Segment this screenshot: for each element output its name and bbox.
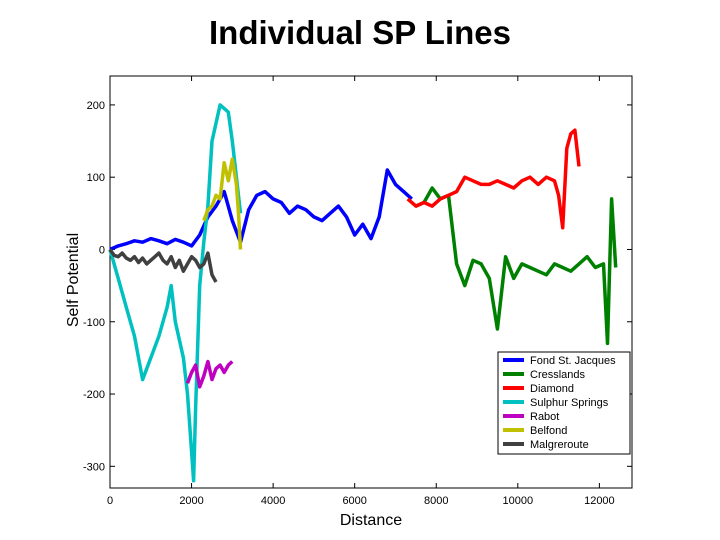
series-line-sulphur-springs xyxy=(108,103,243,483)
x-tick-label: 0 xyxy=(107,495,113,507)
y-tick-label: -300 xyxy=(83,461,105,473)
x-tick-label: 6000 xyxy=(342,495,366,507)
y-axis-label: Self Potential xyxy=(65,233,82,327)
series-line-malgreroute xyxy=(108,248,218,283)
x-axis-label: Distance xyxy=(340,512,402,529)
series-layer xyxy=(108,103,618,483)
y-tick-label: -100 xyxy=(83,317,105,329)
legend-label: Belfond xyxy=(530,425,567,437)
series-line-diamond xyxy=(406,128,581,230)
axis-ticks: 0 2000 4000 6000 8000 10000 12000 200 100 0 -100 -2… xyxy=(83,76,632,507)
y-tick-label: 0 xyxy=(99,244,105,256)
x-tick-label: 8000 xyxy=(424,495,448,507)
legend-label: Fond St. Jacques xyxy=(530,355,616,367)
x-tick-label: 2000 xyxy=(179,495,203,507)
legend-label: Malgreroute xyxy=(530,439,589,451)
series-line-rabot xyxy=(185,359,234,389)
legend-label: Diamond xyxy=(530,383,574,395)
legend-label: Rabot xyxy=(530,411,559,423)
legend: Fond St. Jacques Cresslands Diamond Sulphur… xyxy=(497,351,631,455)
y-tick-label: -200 xyxy=(83,389,105,401)
series-line-fond-st-jacques xyxy=(109,168,413,252)
y-tick-label: 200 xyxy=(87,100,105,112)
series-line-cresslands xyxy=(415,186,618,346)
chart-title: Individual SP Lines xyxy=(209,14,511,51)
x-tick-label: 10000 xyxy=(503,495,534,507)
x-tick-label: 12000 xyxy=(584,495,615,507)
series-line-belfond xyxy=(202,157,243,250)
legend-label: Sulphur Springs xyxy=(530,397,609,409)
x-tick-label: 4000 xyxy=(261,495,285,507)
legend-label: Cresslands xyxy=(530,369,586,381)
y-tick-label: 100 xyxy=(87,172,105,184)
